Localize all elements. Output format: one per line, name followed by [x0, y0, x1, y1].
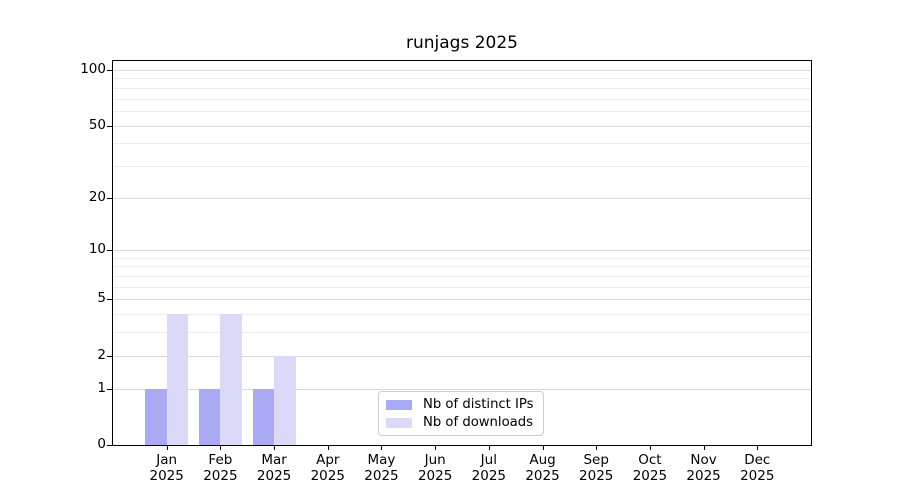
minor-gridline: [113, 332, 811, 334]
major-gridline: [113, 197, 811, 199]
x-tick: [488, 445, 490, 450]
y-tick-label: 5: [97, 290, 106, 307]
legend: Nb of distinct IPs Nb of downloads: [378, 391, 544, 436]
bar-mar-downloads: [274, 355, 296, 445]
minor-gridline: [113, 276, 811, 278]
x-tick: [274, 445, 276, 450]
y-tick: [107, 125, 113, 127]
minor-gridline: [113, 98, 811, 100]
legend-item-distinct-ips: Nb of distinct IPs: [379, 397, 543, 412]
x-tick-year: 2025: [364, 468, 399, 484]
chart-title: runjags 2025: [406, 33, 518, 53]
x-tick-year: 2025: [632, 468, 668, 484]
x-tick-label: Aug 2025: [511, 452, 575, 484]
y-tick: [107, 70, 113, 71]
x-tick-year: 2025: [579, 468, 614, 484]
major-gridline: [113, 125, 811, 127]
x-tick-label: Apr 2025: [296, 452, 360, 484]
x-tick-label: Jan 2025: [135, 452, 199, 484]
y-tick-label: 100: [80, 61, 106, 77]
legend-item-downloads: Nb of downloads: [379, 415, 543, 430]
y-tick-label: 2: [97, 346, 106, 363]
x-tick: [542, 445, 544, 450]
x-tick-label: Oct 2025: [618, 452, 682, 484]
legend-swatch-distinct-ips-icon: [386, 399, 412, 410]
minor-gridline: [113, 257, 811, 259]
y-tick: [107, 355, 113, 357]
y-tick-label: 20: [88, 188, 106, 205]
minor-gridline: [113, 314, 811, 316]
x-tick-year: 2025: [525, 468, 560, 484]
y-tick: [107, 197, 113, 199]
x-tick: [703, 445, 705, 450]
x-tick: [596, 445, 598, 450]
plot-area: [113, 61, 811, 445]
y-tick: [107, 250, 113, 252]
legend-label-distinct-ips: Nb of distinct IPs: [423, 397, 534, 412]
y-tick-label: 10: [88, 241, 106, 258]
y-tick: [107, 299, 113, 301]
x-tick-label: Dec 2025: [725, 452, 789, 484]
minor-gridline: [113, 78, 811, 80]
minor-gridline: [113, 110, 811, 112]
x-tick-year: 2025: [417, 468, 453, 484]
x-tick: [435, 445, 437, 450]
x-tick-year: 2025: [471, 468, 506, 484]
minor-gridline: [113, 286, 811, 288]
bar-jan-downloads: [166, 314, 189, 445]
x-tick-year: 2025: [256, 468, 292, 484]
y-tick-label: 1: [97, 379, 106, 396]
x-tick: [220, 445, 222, 450]
legend-label-downloads: Nb of downloads: [423, 415, 533, 430]
minor-gridline: [113, 87, 811, 89]
x-tick-label: Feb 2025: [188, 452, 252, 484]
x-tick-year: 2025: [740, 468, 775, 484]
x-tick-year: 2025: [686, 468, 721, 484]
x-tick-label: Nov 2025: [672, 452, 736, 484]
y-tick: [107, 445, 113, 446]
major-gridline: [113, 250, 811, 252]
major-gridline: [113, 355, 811, 357]
major-gridline: [113, 70, 811, 71]
x-tick: [166, 445, 168, 450]
legend-swatch-downloads-icon: [386, 417, 412, 428]
y-tick-label: 0: [97, 436, 106, 452]
bar-feb-downloads: [220, 314, 242, 445]
minor-gridline: [113, 143, 811, 145]
bar-mar-distinct-ips: [252, 388, 275, 445]
bar-feb-distinct-ips: [198, 388, 221, 445]
x-tick-label: Mar 2025: [242, 452, 306, 484]
x-tick-label: Jul 2025: [457, 452, 521, 484]
x-tick: [649, 445, 651, 450]
x-tick-year: 2025: [203, 468, 238, 484]
x-tick: [381, 445, 383, 450]
major-gridline: [113, 388, 811, 390]
x-tick: [757, 445, 759, 450]
major-gridline: [113, 299, 811, 301]
y-tick: [107, 388, 113, 390]
x-tick-label: Sep 2025: [564, 452, 628, 484]
x-tick-year: 2025: [310, 468, 345, 484]
x-tick-label: May 2025: [349, 452, 413, 484]
minor-gridline: [113, 266, 811, 268]
minor-gridline: [113, 165, 811, 167]
y-tick-label: 50: [88, 116, 106, 133]
x-tick-label: Jun 2025: [403, 452, 467, 484]
x-tick: [327, 445, 329, 450]
x-tick-year: 2025: [149, 468, 184, 484]
bar-jan-distinct-ips: [145, 388, 167, 445]
